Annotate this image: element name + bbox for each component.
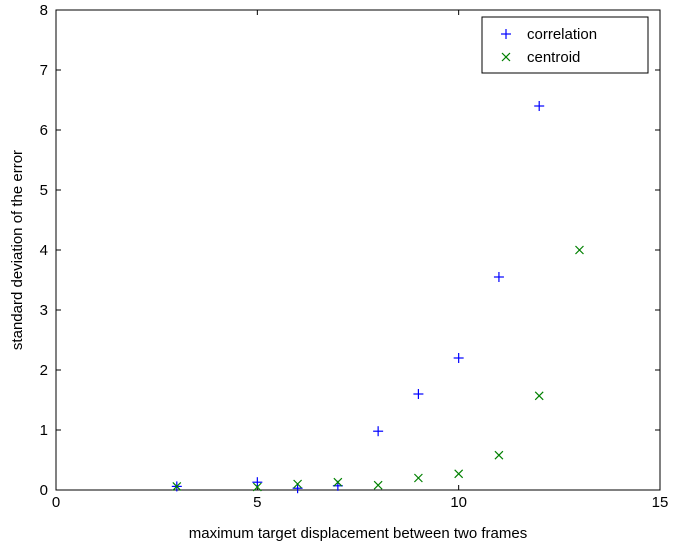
correlation-point (534, 101, 545, 111)
centroid-point (172, 481, 182, 491)
legend-label-centroid: centroid (527, 49, 580, 66)
legend: correlation centroid (481, 16, 649, 74)
x-tick-label: 0 (52, 494, 60, 511)
axis-ticks: 0 5 10 15 0 1 2 3 4 5 6 7 8 (40, 2, 669, 511)
centroid-point (575, 245, 584, 255)
x-tick-label: 5 (253, 494, 261, 511)
data-marks (171, 101, 584, 494)
centroid-point (293, 479, 303, 489)
x-tick-label: 15 (652, 494, 669, 511)
centroid-point (413, 473, 423, 483)
y-tick-label: 4 (40, 242, 48, 259)
correlation-point (493, 272, 504, 282)
centroid-point (333, 477, 343, 487)
centroid-point (373, 480, 383, 490)
y-tick-label: 7 (40, 62, 48, 79)
correlation-point (453, 353, 464, 363)
y-tick-label: 2 (40, 362, 48, 379)
x-axis-label: maximum target displacement between two … (189, 525, 527, 542)
correlation-point (373, 426, 384, 437)
correlation-point (413, 389, 424, 399)
legend-marker-correlation (501, 29, 511, 39)
correlation-point (252, 477, 263, 488)
centroid-point (534, 391, 544, 401)
plot-area (55, 9, 661, 491)
y-tick-label: 1 (40, 422, 48, 439)
y-tick-label: 8 (40, 2, 48, 19)
centroid-point (454, 469, 464, 479)
x-tick-label: 10 (450, 494, 467, 511)
legend-label-correlation: correlation (527, 26, 597, 43)
y-tick-label: 5 (40, 182, 48, 199)
correlation-point (292, 483, 303, 494)
centroid-point (494, 450, 504, 460)
y-tick-label: 3 (40, 302, 48, 319)
legend-box (481, 16, 649, 74)
legend-marker-centroid (501, 52, 511, 62)
y-axis-label: standard deviation of the error (9, 150, 26, 350)
y-tick-label: 0 (40, 482, 48, 499)
y-tick-label: 6 (40, 122, 48, 139)
centroid-point (252, 482, 262, 492)
